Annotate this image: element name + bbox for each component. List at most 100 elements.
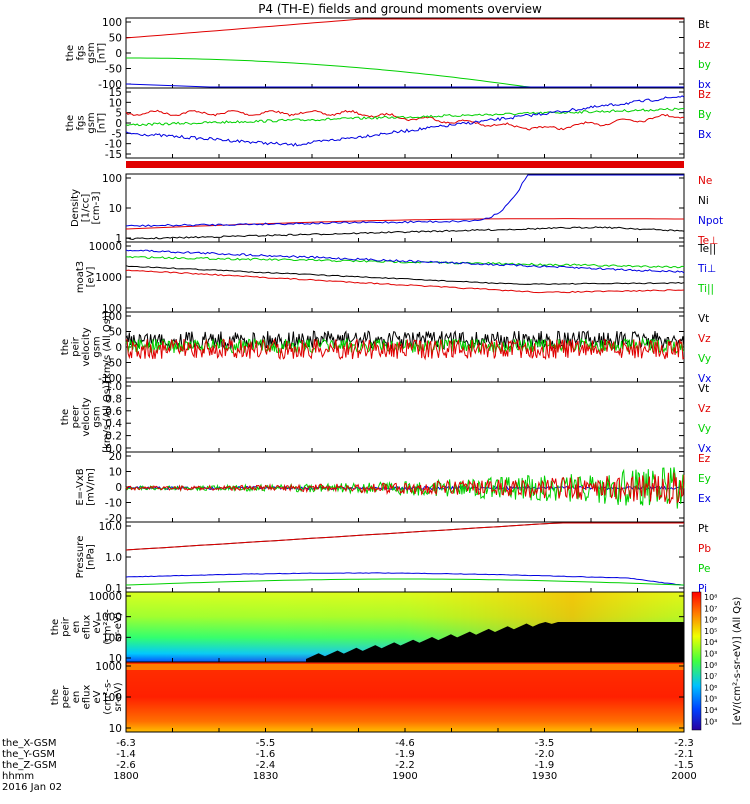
series-Te||: [125, 265, 685, 285]
y-axis-label-line: fgs: [76, 45, 87, 60]
y-axis-label-line: velocity: [81, 327, 92, 366]
panels: 100500-50-100thefgsgsm[nT]Btbzbybx151050…: [50, 17, 723, 735]
x-row-value: -2.4: [256, 760, 276, 771]
x-row-value: 2000: [671, 771, 696, 782]
colorbar-tick-label: 10⁵: [704, 627, 717, 636]
y-axis-label-line: the: [50, 689, 61, 705]
date-label: 2016 Jan 02: [2, 782, 62, 793]
y-tick-label: 1000: [95, 272, 122, 284]
series-Bx: [125, 95, 685, 147]
y-axis-label-line: Pressure: [75, 536, 86, 579]
legend-Bx: Bx: [698, 129, 711, 141]
legend-Ey: Ey: [698, 473, 711, 485]
colorbar-tick-label: 10⁷: [704, 672, 717, 681]
x-row-value: -1.4: [116, 749, 136, 760]
x-row-value: -6.3: [116, 738, 136, 749]
y-axis-label-line: (cm²-s-: [103, 609, 114, 645]
series-Vt: [125, 330, 685, 351]
x-row-label: hhmm: [2, 771, 34, 782]
y-axis-label-line: gsm: [92, 336, 103, 357]
y-tick-label: 0.6: [105, 406, 122, 418]
y-axis-label-line: E=-VxB: [75, 468, 86, 505]
y-axis-label-line: eflux: [82, 615, 93, 640]
series-Vy: [125, 337, 685, 355]
y-tick-label: -10: [105, 498, 122, 510]
y-tick-label: 10: [109, 203, 122, 215]
series-Ni: [126, 226, 685, 241]
x-row-label: the_Y-GSM: [2, 749, 55, 760]
colorbar-tick-label: 10³: [704, 717, 717, 726]
y-axis-label-line: gsm: [86, 42, 97, 63]
y-axis-label-line: [km/s (All Qs)]: [102, 381, 113, 453]
series-Bz: [125, 109, 685, 131]
x-row-value: -2.6: [116, 760, 136, 771]
y-axis-label-line: [cm-3]: [91, 191, 102, 224]
series-Ne: [125, 218, 684, 230]
x-row-label: the_Z-GSM: [2, 760, 57, 771]
series-Ne-red: [125, 269, 685, 294]
y-tick-label: 0.0: [105, 443, 122, 455]
y-axis-label-line: [eV]: [86, 267, 97, 288]
series-By: [125, 107, 685, 127]
y-axis-label-line: peir: [61, 616, 72, 636]
legend-Vz: Vz: [698, 403, 711, 415]
y-tick-label: -15: [105, 149, 122, 161]
y-axis-label-line: [nPa]: [86, 544, 97, 570]
y-tick-label: 100: [102, 311, 122, 323]
x-row-value: -1.9: [395, 749, 415, 760]
panel-fgs_gsm: 100 50 0 -50 -100 thefgsgsm[nT] Bt bz by bx: [65, 17, 711, 91]
colorbar-tick-label: 10⁵: [704, 695, 717, 704]
series-Npot: [125, 174, 684, 228]
y-axis-label: thefgsgsm[nT]: [65, 112, 108, 133]
y-tick-label: 100: [102, 173, 122, 185]
y-tick-label: 1000: [95, 661, 122, 673]
y-axis-label-line: sr-eV): [113, 682, 124, 711]
y-axis-label-line: gsm: [92, 406, 103, 427]
y-axis-label-line: [1/cc]: [81, 194, 92, 223]
colorbar-tick-label: 10³: [704, 650, 717, 659]
y-axis-label-line: [km/s (All Qs)]: [102, 311, 113, 383]
plot-title: P4 (TH-E) fields and ground moments over…: [258, 2, 542, 16]
x-row-value: -2.3: [674, 738, 694, 749]
legend-Te||: Te||: [697, 243, 716, 255]
y-axis-label-line: [nT]: [97, 43, 108, 63]
mode-bar: [126, 161, 684, 168]
x-row-value: -2.0: [535, 749, 555, 760]
y-tick-label: -10: [105, 139, 122, 151]
y-tick-label: -5: [112, 128, 122, 140]
y-tick-label: 50: [109, 33, 122, 45]
series-bx: [125, 83, 684, 88]
y-axis-label: Density[1/cc][cm-3]: [70, 189, 102, 227]
colorbar-label: [eV/(cm²-s-sr-eV)] (All Qs): [732, 597, 743, 726]
panel-frame: [125, 17, 685, 89]
y-tick-label: 0: [115, 118, 122, 130]
y-tick-label: 20: [109, 451, 122, 463]
y-tick-label: 100: [102, 17, 122, 29]
y-axis-label: thepeerenefluxeV(cm²-s-sr-eV): [50, 679, 124, 715]
legend-Ti||: Ti||: [697, 283, 714, 295]
x-row-value: -2.1: [674, 749, 694, 760]
y-axis-label-line: [nT]: [97, 113, 108, 133]
x-row-value: -4.6: [395, 738, 415, 749]
y-tick-label: 100: [102, 632, 122, 644]
x-axis-table: the_X-GSM -6.3 -5.5 -4.6 -3.5 -2.3 the_Y-GSM -1…: [2, 738, 697, 793]
y-axis-label-line: sr-eV): [113, 612, 124, 641]
y-tick-label: 10: [109, 653, 122, 665]
y-axis-label-line: peir: [71, 336, 82, 356]
y-tick-label: 10: [109, 97, 122, 109]
y-tick-label: -20: [105, 513, 122, 525]
colorbar: 10⁸ 10⁷ 10⁶ 10⁵ 10⁴ 10³ 10⁸ 10⁷ 10⁶ 10⁵ 10⁴ 10³ [eV/…: [691, 591, 743, 731]
x-row-value: -5.5: [256, 738, 276, 749]
legend-Vt: Vt: [698, 313, 709, 325]
y-axis-label-line: the: [60, 409, 71, 425]
y-axis-label: thepeirvelocitygsm[km/s (All Qs)]: [60, 311, 113, 383]
peer-spectrogram: [126, 662, 684, 732]
colorbar-scale: [691, 591, 702, 731]
panel-peer_spec: 1000 100 10 thepeerenefluxeV(cm²-s-sr-eV): [50, 661, 685, 735]
panel-temp: 10000 1000 100 moat3[eV] Te|| Ti⊥ Ti||: [75, 241, 716, 315]
series-Pe: [125, 578, 685, 586]
panel-frame: [125, 87, 685, 159]
legend-Bz: Bz: [698, 89, 711, 101]
